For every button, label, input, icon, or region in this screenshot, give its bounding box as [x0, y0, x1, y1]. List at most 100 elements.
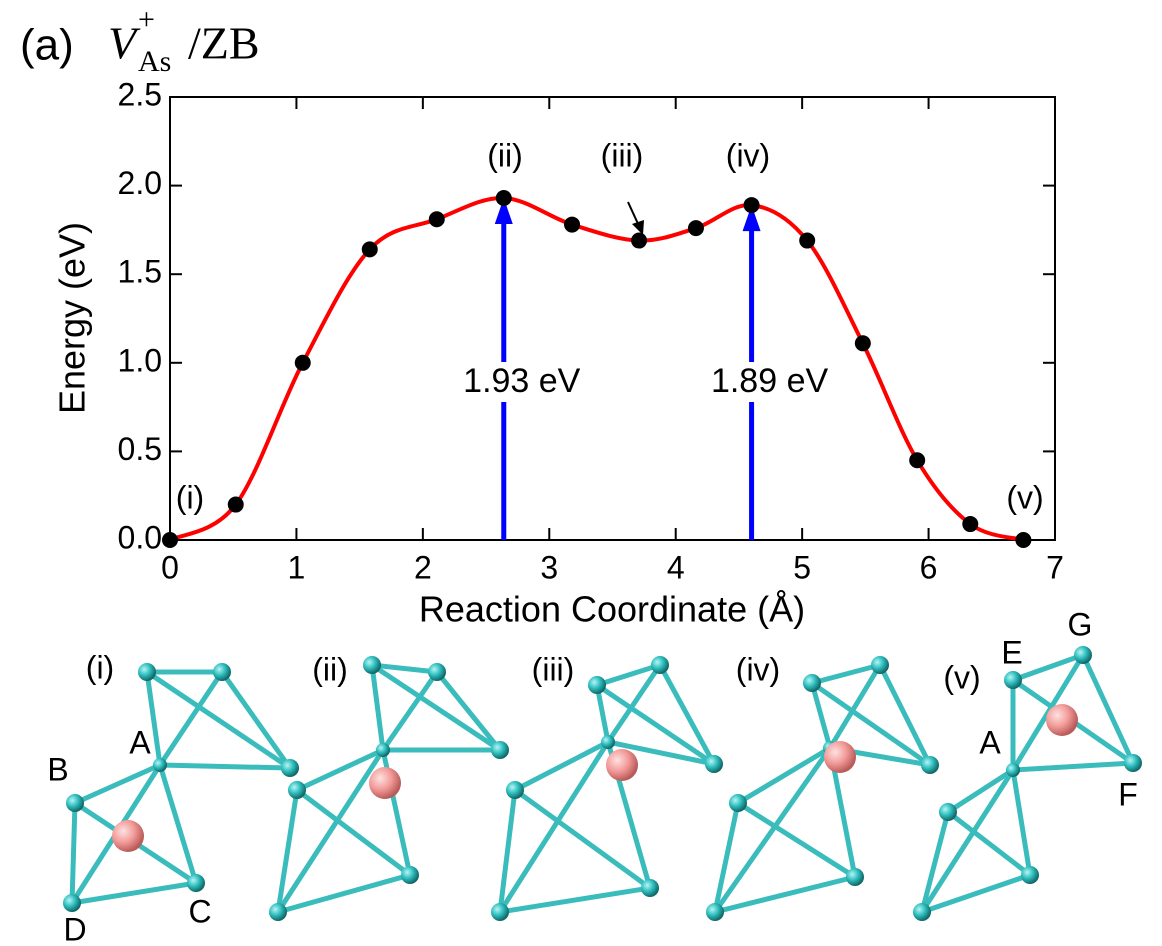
x-tick-label: 6: [920, 549, 938, 585]
bond: [738, 748, 830, 803]
data-point: [909, 452, 925, 468]
x-tick-label: 0: [161, 549, 179, 585]
bond: [1013, 763, 1133, 770]
bond: [372, 665, 383, 750]
bond: [738, 803, 855, 877]
vacancy-atom: [112, 820, 144, 852]
structures: (i) A B C D (ii) (iii) (iv) (v) E G A F: [47, 606, 1142, 946]
atom: [651, 656, 669, 674]
structure-label: (iii): [532, 651, 575, 687]
atom: [641, 879, 659, 897]
x-tick-label: 3: [540, 549, 558, 585]
bond: [948, 770, 1013, 812]
point-label: (ii): [487, 137, 523, 173]
data-point: [564, 217, 580, 233]
atom-label: F: [1118, 776, 1138, 812]
atom: [187, 874, 205, 892]
atom: [269, 903, 287, 921]
bond: [948, 812, 1030, 875]
y-tick-label: 2.0: [118, 165, 162, 201]
y-tick-label: 0.5: [118, 431, 162, 467]
atom-label: G: [1068, 606, 1093, 642]
atom: [63, 894, 81, 912]
x-tick-label: 2: [414, 549, 432, 585]
bond: [222, 672, 290, 768]
atom: [213, 663, 231, 681]
atom: [1124, 754, 1142, 772]
atom-label: E: [1001, 634, 1022, 670]
y-tick-label: 2.5: [118, 76, 162, 112]
point-label: (v): [1006, 479, 1043, 515]
bond: [660, 665, 714, 764]
vacancy-atom: [1046, 704, 1078, 736]
structure-label: (iv): [736, 651, 780, 687]
atom: [706, 903, 724, 921]
atom: [1074, 646, 1092, 664]
data-point: [162, 532, 178, 548]
atom: [288, 781, 306, 799]
atom: [939, 803, 957, 821]
atom: [1006, 763, 1020, 777]
x-tick-label: 4: [667, 549, 685, 585]
atom: [601, 735, 615, 749]
x-tick-label: 1: [288, 549, 306, 585]
atom-label: A: [129, 724, 151, 760]
atom: [871, 656, 889, 674]
y-tick-label: 0.0: [118, 519, 162, 555]
point-label: (iii): [601, 137, 644, 173]
x-axis-label: Reaction Coordinate (Å): [419, 589, 805, 630]
atom-label: A: [979, 724, 1001, 760]
atom: [729, 794, 747, 812]
atom-label: B: [47, 751, 68, 787]
bond: [72, 803, 75, 903]
data-point: [688, 220, 704, 236]
bond: [437, 672, 500, 750]
data-point: [228, 497, 244, 513]
bond: [922, 812, 948, 912]
atom-label: D: [63, 911, 86, 946]
bond: [1013, 770, 1030, 875]
data-point: [962, 516, 978, 532]
title-sub: As: [138, 45, 171, 78]
data-point: [362, 241, 378, 257]
atom: [153, 758, 167, 772]
atom: [803, 674, 821, 692]
structure-label: (i): [86, 649, 114, 685]
title-main: V: [108, 18, 141, 69]
atom-label: C: [188, 893, 211, 929]
data-point: [855, 335, 871, 351]
atom: [506, 781, 524, 799]
atom: [705, 755, 723, 773]
atom: [588, 676, 606, 694]
data-point: [631, 233, 647, 249]
atom: [428, 663, 446, 681]
atom: [491, 741, 509, 759]
data-point: [744, 197, 760, 213]
bond: [500, 888, 650, 912]
vacancy-atom: [606, 749, 638, 781]
atom: [363, 656, 381, 674]
atom: [281, 759, 299, 777]
atom: [491, 903, 509, 921]
x-tick-label: 5: [793, 549, 811, 585]
barrier-label: 1.89 eV: [711, 362, 829, 400]
atom: [921, 756, 939, 774]
data-point: [295, 355, 311, 371]
data-point: [799, 233, 815, 249]
structure-label: (ii): [312, 651, 348, 687]
data-point: [429, 211, 445, 227]
bond: [922, 875, 1030, 912]
atom: [66, 794, 84, 812]
atom: [1021, 866, 1039, 884]
data-point: [496, 190, 512, 206]
y-axis-label: Energy (eV): [52, 222, 93, 414]
atom: [1004, 671, 1022, 689]
structure-label: (v): [943, 659, 980, 695]
title-rest: /ZB: [188, 18, 260, 69]
y-tick-label: 1.0: [118, 342, 162, 378]
panel-label: (a): [20, 21, 74, 70]
atom: [846, 868, 864, 886]
atom: [376, 743, 390, 757]
point-label: (iv): [726, 137, 770, 173]
vacancy-atom: [369, 767, 401, 799]
